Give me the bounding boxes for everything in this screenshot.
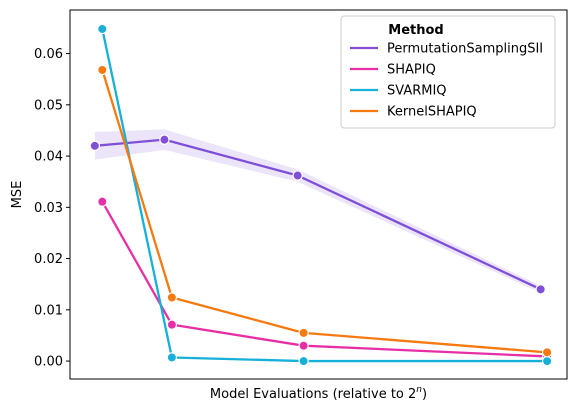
permutationsamplingsii-point [292, 170, 303, 181]
permutationsamplingsii-legend-label: PermutationSamplingSII [387, 42, 543, 57]
kernelshapiq-legend-label: KernelSHAPIQ [387, 105, 477, 120]
shapiq-point [166, 319, 178, 330]
permutationsamplingsii-point [159, 134, 170, 145]
y-tick-label: 0.04 [34, 150, 63, 165]
kernelshapiq-point [166, 292, 178, 303]
x-axis-label-main: Model Evaluations (relative to 2 [210, 387, 416, 402]
series-lines [94, 28, 548, 363]
svarmiq-point [298, 355, 309, 367]
permutationsamplingsii-line [94, 138, 542, 291]
y-tick-label: 0.06 [34, 47, 63, 62]
shapiq-point [97, 196, 108, 207]
shapiq-point [298, 340, 309, 351]
svarmiq-point [541, 355, 553, 367]
shapiq-legend-label: SHAPIQ [387, 63, 436, 78]
kernelshapiq-point [541, 347, 553, 358]
kernelshapiq-line [101, 69, 548, 354]
y-axis-label: MSE [10, 181, 25, 209]
permutationsamplingsii-point [535, 284, 546, 295]
y-axis-ticks: 0.00 0.01 0.02 0.03 0.04 0.05 0.06 [34, 47, 70, 370]
y-tick-label: 0.05 [34, 98, 63, 113]
legend-items: PermutationSamplingSII SHAPIQ SVARMIQ Kerne… [350, 42, 543, 120]
legend: Method PermutationSamplingSII SHAPIQ SVARM… [340, 15, 556, 129]
permutationsamplingsii-confidence-band [94, 129, 541, 293]
kernelshapiq-point [97, 64, 108, 76]
y-tick-label: 0.03 [34, 201, 63, 216]
y-tick-label: 0.02 [34, 252, 63, 267]
svarmiq-point [166, 352, 178, 363]
permutationsamplingsii-point [89, 140, 101, 152]
x-axis-label: Model Evaluations (relative to 2n) [210, 385, 427, 402]
svarmiq-legend-label: SVARMIQ [387, 84, 447, 99]
svarmiq-point [97, 23, 108, 35]
x-axis-label-superscript: n [416, 385, 422, 395]
series-markers [89, 23, 553, 367]
y-tick-label: 0.01 [34, 303, 63, 318]
legend-box [340, 15, 556, 129]
shapiq-line [101, 201, 548, 358]
plot-frame [69, 9, 568, 380]
kernelshapiq-point [298, 327, 309, 339]
x-axis-label-suffix: ) [422, 387, 427, 402]
svarmiq-line [101, 28, 548, 363]
legend-title: Method [388, 23, 443, 38]
confidence-bands [94, 129, 541, 293]
y-tick-label: 0.00 [34, 355, 63, 370]
